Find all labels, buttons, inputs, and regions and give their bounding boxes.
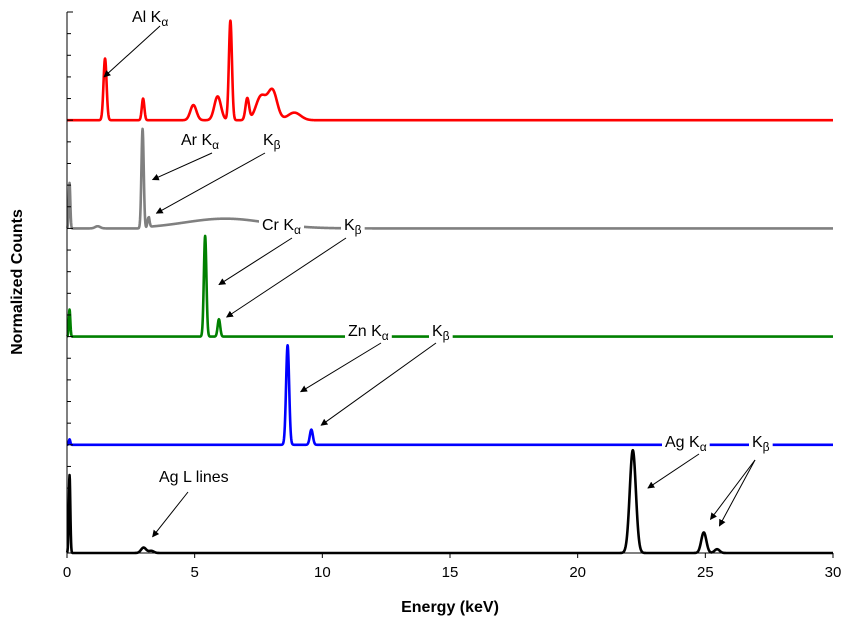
annotation-label: Cr Kα — [262, 217, 301, 237]
series-line-1 — [65, 19, 835, 122]
annotation-background — [429, 322, 453, 344]
annotation-label: Ar Kα — [181, 132, 219, 152]
annotation-label: Al Kα — [132, 9, 168, 29]
annotation-arrow — [710, 459, 756, 521]
annotation-label: Zn Kα — [348, 323, 389, 343]
annotation-arrow — [300, 342, 382, 393]
annotation-layer: Al Kα Ar Kα Kβ Cr Kα Kβ Zn Kα Kβ Ag Kα Kβ Ag L li… — [103, 8, 773, 538]
peak-annotation: Ar Kα — [151, 131, 223, 181]
annotation-background — [156, 468, 232, 487]
annotation-label: Ag L lines — [159, 469, 229, 486]
series-line-5 — [65, 448, 835, 555]
peak-annotation: Al Kα — [103, 8, 172, 78]
x-tick-label: 15 — [442, 564, 459, 581]
peak-annotation: Kβ — [225, 216, 365, 318]
annotation-background — [749, 433, 773, 455]
annotation-background — [178, 131, 223, 153]
peak-annotation: Kβ — [710, 433, 773, 527]
annotation-background — [662, 433, 710, 455]
annotation-arrow — [218, 237, 293, 286]
annotation-label: Ag Kα — [665, 434, 707, 454]
annotation-arrow — [151, 152, 213, 181]
annotation-label: Kβ — [344, 217, 362, 237]
x-tick-label: 10 — [314, 564, 331, 581]
annotation-arrow — [103, 25, 161, 78]
annotation-arrow — [152, 491, 189, 538]
x-tick-label: 25 — [697, 564, 714, 581]
annotation-arrow — [647, 453, 700, 489]
annotation-label: Kβ — [263, 132, 281, 152]
annotation-background — [345, 322, 392, 344]
x-tick-label: 0 — [63, 564, 71, 581]
annotation-arrow — [155, 152, 266, 214]
peak-annotation: Ag Kα — [647, 433, 710, 489]
x-tick-label: 30 — [825, 564, 842, 581]
annotation-arrow — [718, 459, 756, 527]
annotation-arrow — [225, 237, 347, 318]
series-line-4 — [65, 343, 835, 447]
annotation-background — [129, 8, 172, 30]
peak-annotation: Zn Kα — [300, 322, 392, 393]
x-tick-label: 20 — [569, 564, 586, 581]
annotation-label: Kβ — [432, 323, 450, 343]
annotation-background — [341, 216, 365, 238]
peak-annotation: Kβ — [320, 322, 453, 426]
series-line-3 — [65, 234, 835, 338]
peak-annotation: Ag L lines — [152, 468, 232, 538]
annotation-arrow — [320, 342, 437, 426]
ticks-layer: 0 5 10 15 20 25 30 — [63, 11, 842, 581]
peak-annotation: Cr Kα — [218, 216, 304, 286]
x-tick-label: 5 — [190, 564, 198, 581]
annotation-background — [259, 216, 304, 238]
series-line-2 — [65, 127, 835, 230]
annotation-label: Kβ — [752, 434, 770, 454]
annotation-background — [260, 131, 284, 153]
y-axis-title: Normalized Counts — [9, 209, 26, 355]
x-axis-title: Energy (keV) — [401, 599, 499, 616]
peak-annotation: Kβ — [155, 131, 284, 214]
